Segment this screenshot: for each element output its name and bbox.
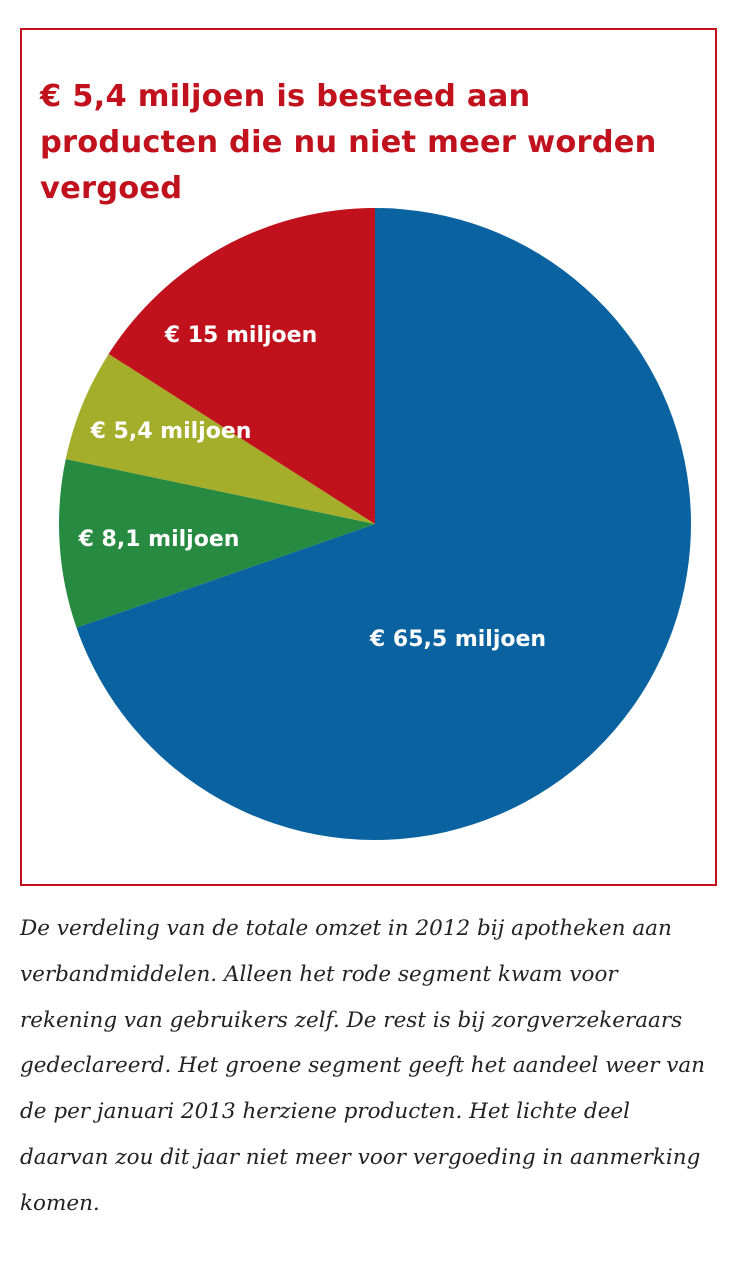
chart-title: € 5,4 miljoen is besteed aan producten d… xyxy=(40,79,657,206)
slice-label: € 15 miljoen xyxy=(164,323,318,348)
pie-slice xyxy=(108,208,375,524)
chart-frame xyxy=(20,28,717,886)
pie-slice xyxy=(76,208,692,840)
pie-slice xyxy=(58,458,375,628)
pie-slice xyxy=(65,353,376,524)
slice-label: € 65,5 miljoen xyxy=(369,627,546,652)
slice-label: € 8,1 miljoen xyxy=(78,527,240,552)
slice-label: € 5,4 miljoen xyxy=(90,419,252,444)
caption: De verdeling van de totale omzet in 2012… xyxy=(20,916,706,1216)
